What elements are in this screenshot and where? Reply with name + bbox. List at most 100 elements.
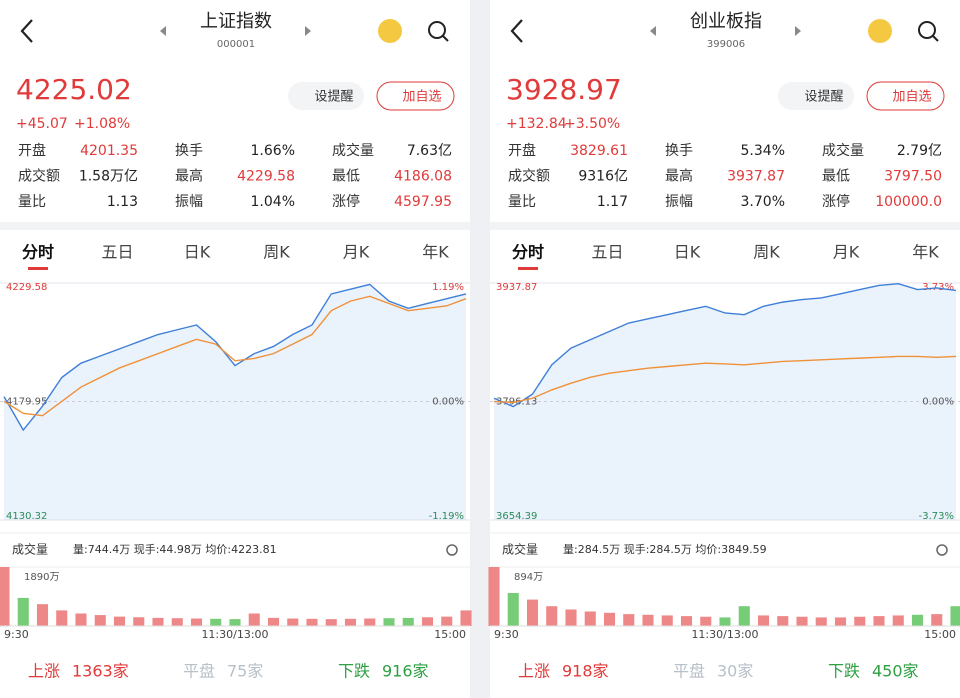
tab[interactable]: 月K: [343, 243, 370, 262]
footer-value: 918家: [562, 662, 609, 681]
tab[interactable]: 分时: [22, 243, 54, 262]
stat-label: 开盘: [18, 142, 46, 159]
tab[interactable]: 月K: [833, 243, 860, 262]
volume-max-label: 1890万: [24, 572, 59, 583]
next-arrow[interactable]: [305, 26, 311, 36]
watch-label: 加自选: [402, 90, 441, 105]
alert-button[interactable]: [288, 82, 364, 110]
search-icon[interactable]: [428, 21, 446, 39]
settings-icon[interactable]: [936, 544, 948, 556]
stat-value: 100000.0: [875, 194, 942, 210]
change-pct: +1.08%: [74, 116, 130, 132]
volume-bar: [911, 614, 924, 626]
footer-label: 下跌: [338, 662, 370, 681]
tab[interactable]: 五日: [591, 243, 623, 262]
volume-bar: [383, 618, 395, 626]
x-label: 15:00: [434, 628, 466, 641]
watch-button[interactable]: [376, 81, 455, 111]
tab-underline: [518, 267, 538, 270]
volume-bar: [421, 617, 434, 626]
divider: [490, 222, 960, 230]
tab[interactable]: 日K: [184, 243, 211, 262]
tab[interactable]: 周K: [753, 243, 780, 262]
x-label: 9:30: [494, 628, 519, 641]
tab-underline: [28, 267, 48, 270]
price: 4225.02: [16, 73, 132, 106]
prev-arrow[interactable]: [160, 26, 166, 36]
volume-bar: [441, 616, 453, 626]
volume-bar: [210, 618, 222, 626]
title: 上证指数: [200, 11, 272, 32]
prev-arrow[interactable]: [650, 26, 656, 36]
back-button[interactable]: [20, 19, 33, 43]
stat-label: 最低: [822, 169, 850, 185]
stat-label: 成交量: [332, 142, 374, 159]
volume-bar: [950, 606, 960, 626]
stat-label: 换手: [665, 142, 693, 159]
change-pct: +3.50%: [564, 116, 620, 132]
stat-value: 1.58万亿: [79, 169, 138, 185]
stat-value: 4597.95: [394, 194, 452, 210]
y-tick-label: 4130.32: [6, 511, 47, 522]
stat-value: 3937.87: [727, 169, 785, 185]
stat-value: 1.04%: [251, 194, 295, 210]
stat-label: 最高: [175, 168, 203, 185]
y-tick-label: 3937.87: [496, 282, 537, 293]
next-arrow[interactable]: [795, 26, 801, 36]
tab[interactable]: 周K: [263, 243, 290, 262]
stat-label: 成交额: [18, 168, 60, 185]
watch-button[interactable]: [866, 81, 945, 111]
volume-bar: [94, 615, 106, 626]
search-handle: [932, 35, 939, 42]
volume-bar: [526, 599, 539, 626]
volume-bar: [267, 617, 280, 626]
gutter: [470, 0, 490, 698]
volume-bar: [460, 610, 472, 626]
volume-bar: [757, 615, 770, 626]
search-icon[interactable]: [918, 21, 936, 39]
tab[interactable]: 五日: [101, 243, 133, 262]
price-line: [493, 283, 957, 408]
volume-bar: [306, 618, 318, 626]
volume-bar: [584, 611, 596, 626]
volume-bar: [642, 614, 654, 626]
stat-value: 4201.35: [80, 143, 138, 159]
tab[interactable]: 分时: [512, 243, 544, 262]
volume-bar: [546, 606, 558, 626]
volume-bar: [661, 615, 673, 626]
stat-label: 成交量: [822, 142, 864, 159]
volume-bar: [248, 613, 260, 626]
stat-label: 开盘: [508, 142, 536, 159]
volume-bar: [603, 612, 616, 626]
stat-label: 涨停: [332, 193, 360, 210]
change: +132.84: [506, 116, 567, 132]
stat-value: 1.17: [597, 194, 628, 210]
volume-label: 成交量: [502, 542, 538, 557]
stat-label: 最高: [665, 168, 693, 185]
divider: [0, 222, 470, 230]
stat-value: 4186.08: [394, 169, 452, 185]
stat-label: 量比: [508, 194, 536, 210]
alert-label: 设提醒: [804, 89, 843, 105]
volume-bar: [488, 567, 500, 626]
mascot-icon[interactable]: [378, 19, 402, 43]
tab[interactable]: 年K: [422, 243, 449, 262]
stat-value: 2.79亿: [897, 143, 942, 159]
settings-icon[interactable]: [446, 544, 458, 556]
mascot-icon[interactable]: [868, 19, 892, 43]
stat-value: 7.63亿: [407, 143, 452, 159]
volume-bar: [931, 614, 943, 626]
volume-bar: [364, 618, 376, 626]
tab[interactable]: 日K: [674, 243, 701, 262]
back-button[interactable]: [510, 19, 523, 43]
alert-button[interactable]: [778, 82, 854, 110]
stat-value: 1.66%: [251, 143, 295, 159]
tab[interactable]: 年K: [912, 243, 939, 262]
price-area: [4, 284, 466, 520]
stat-label: 涨停: [822, 193, 850, 210]
pct-label: -1.19%: [429, 511, 464, 522]
stat-label: 换手: [175, 142, 203, 159]
